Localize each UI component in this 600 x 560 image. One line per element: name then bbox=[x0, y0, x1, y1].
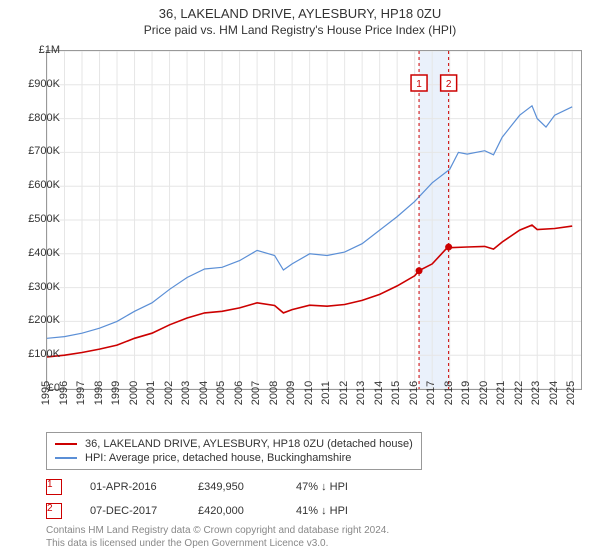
x-axis-tick-label: 1995 bbox=[40, 381, 52, 405]
x-axis-tick-label: 2001 bbox=[145, 381, 157, 405]
x-axis-tick-label: 2023 bbox=[530, 381, 542, 405]
x-axis-tick-label: 2014 bbox=[373, 381, 385, 405]
x-axis-tick-label: 1999 bbox=[110, 381, 122, 405]
marker-date-1: 01-APR-2016 bbox=[90, 481, 170, 493]
x-axis-tick-label: 2010 bbox=[303, 381, 315, 405]
footnote-line-1: Contains HM Land Registry data © Crown c… bbox=[46, 524, 389, 537]
legend-item-property: 36, LAKELAND DRIVE, AYLESBURY, HP18 0ZU … bbox=[55, 437, 413, 451]
x-axis-tick-label: 2002 bbox=[163, 381, 175, 405]
x-axis-tick-label: 2006 bbox=[233, 381, 245, 405]
y-axis-tick-label: £0 bbox=[16, 382, 60, 394]
y-axis-tick-label: £300K bbox=[16, 281, 60, 293]
marker-flag-1-icon: 1 bbox=[46, 479, 62, 495]
x-axis-tick-label: 2015 bbox=[390, 381, 402, 405]
chart-plot-area: 12 bbox=[46, 50, 582, 390]
footnote-line-2: This data is licensed under the Open Gov… bbox=[46, 537, 389, 550]
chart-legend: 36, LAKELAND DRIVE, AYLESBURY, HP18 0ZU … bbox=[46, 432, 422, 470]
x-axis-tick-label: 2004 bbox=[198, 381, 210, 405]
event-markers-table: 1 01-APR-2016 £349,950 47% ↓ HPI 2 07-DE… bbox=[46, 475, 376, 523]
legend-swatch-property bbox=[55, 443, 77, 445]
y-axis-tick-label: £1M bbox=[16, 44, 60, 56]
x-axis-tick-label: 2007 bbox=[250, 381, 262, 405]
x-axis-tick-label: 2021 bbox=[495, 381, 507, 405]
x-axis-tick-label: 2024 bbox=[548, 381, 560, 405]
x-axis-tick-label: 2009 bbox=[285, 381, 297, 405]
x-axis-tick-label: 2013 bbox=[355, 381, 367, 405]
y-axis-tick-label: £800K bbox=[16, 112, 60, 124]
x-axis-tick-label: 2025 bbox=[565, 381, 577, 405]
x-axis-tick-label: 2000 bbox=[128, 381, 140, 405]
legend-label-hpi: HPI: Average price, detached house, Buck… bbox=[85, 452, 351, 464]
x-axis-tick-label: 2017 bbox=[425, 381, 437, 405]
marker-flag-2-icon: 2 bbox=[46, 503, 62, 519]
x-axis-tick-label: 2022 bbox=[513, 381, 525, 405]
legend-swatch-hpi bbox=[55, 457, 77, 459]
chart-subtitle: Price paid vs. HM Land Registry's House … bbox=[0, 23, 600, 37]
x-axis-tick-label: 1998 bbox=[93, 381, 105, 405]
y-axis-tick-label: £600K bbox=[16, 179, 60, 191]
marker-hpi-1: 47% ↓ HPI bbox=[296, 481, 376, 493]
x-axis-tick-label: 2008 bbox=[268, 381, 280, 405]
svg-text:2: 2 bbox=[446, 79, 452, 90]
x-axis-tick-label: 1996 bbox=[58, 381, 70, 405]
chart-footnote: Contains HM Land Registry data © Crown c… bbox=[46, 524, 389, 550]
y-axis-tick-label: £700K bbox=[16, 145, 60, 157]
x-axis-tick-label: 2020 bbox=[478, 381, 490, 405]
legend-item-hpi: HPI: Average price, detached house, Buck… bbox=[55, 451, 413, 465]
x-axis-tick-label: 2016 bbox=[408, 381, 420, 405]
marker-date-2: 07-DEC-2017 bbox=[90, 505, 170, 517]
x-axis-tick-label: 2012 bbox=[338, 381, 350, 405]
y-axis-tick-label: £200K bbox=[16, 314, 60, 326]
marker-hpi-2: 41% ↓ HPI bbox=[296, 505, 376, 517]
x-axis-tick-label: 1997 bbox=[75, 381, 87, 405]
x-axis-tick-label: 2005 bbox=[215, 381, 227, 405]
chart-svg: 12 bbox=[47, 51, 581, 389]
y-axis-tick-label: £500K bbox=[16, 213, 60, 225]
y-axis-tick-label: £900K bbox=[16, 78, 60, 90]
event-marker-row-1: 1 01-APR-2016 £349,950 47% ↓ HPI bbox=[46, 475, 376, 499]
chart-title: 36, LAKELAND DRIVE, AYLESBURY, HP18 0ZU bbox=[0, 6, 600, 21]
x-axis-tick-label: 2018 bbox=[443, 381, 455, 405]
x-axis-tick-label: 2011 bbox=[320, 381, 332, 405]
marker-price-2: £420,000 bbox=[198, 505, 268, 517]
x-axis-tick-label: 2019 bbox=[460, 381, 472, 405]
y-axis-tick-label: £100K bbox=[16, 348, 60, 360]
marker-price-1: £349,950 bbox=[198, 481, 268, 493]
legend-label-property: 36, LAKELAND DRIVE, AYLESBURY, HP18 0ZU … bbox=[85, 438, 413, 450]
x-axis-tick-label: 2003 bbox=[180, 381, 192, 405]
svg-text:1: 1 bbox=[416, 79, 422, 90]
y-axis-tick-label: £400K bbox=[16, 247, 60, 259]
event-marker-row-2: 2 07-DEC-2017 £420,000 41% ↓ HPI bbox=[46, 499, 376, 523]
